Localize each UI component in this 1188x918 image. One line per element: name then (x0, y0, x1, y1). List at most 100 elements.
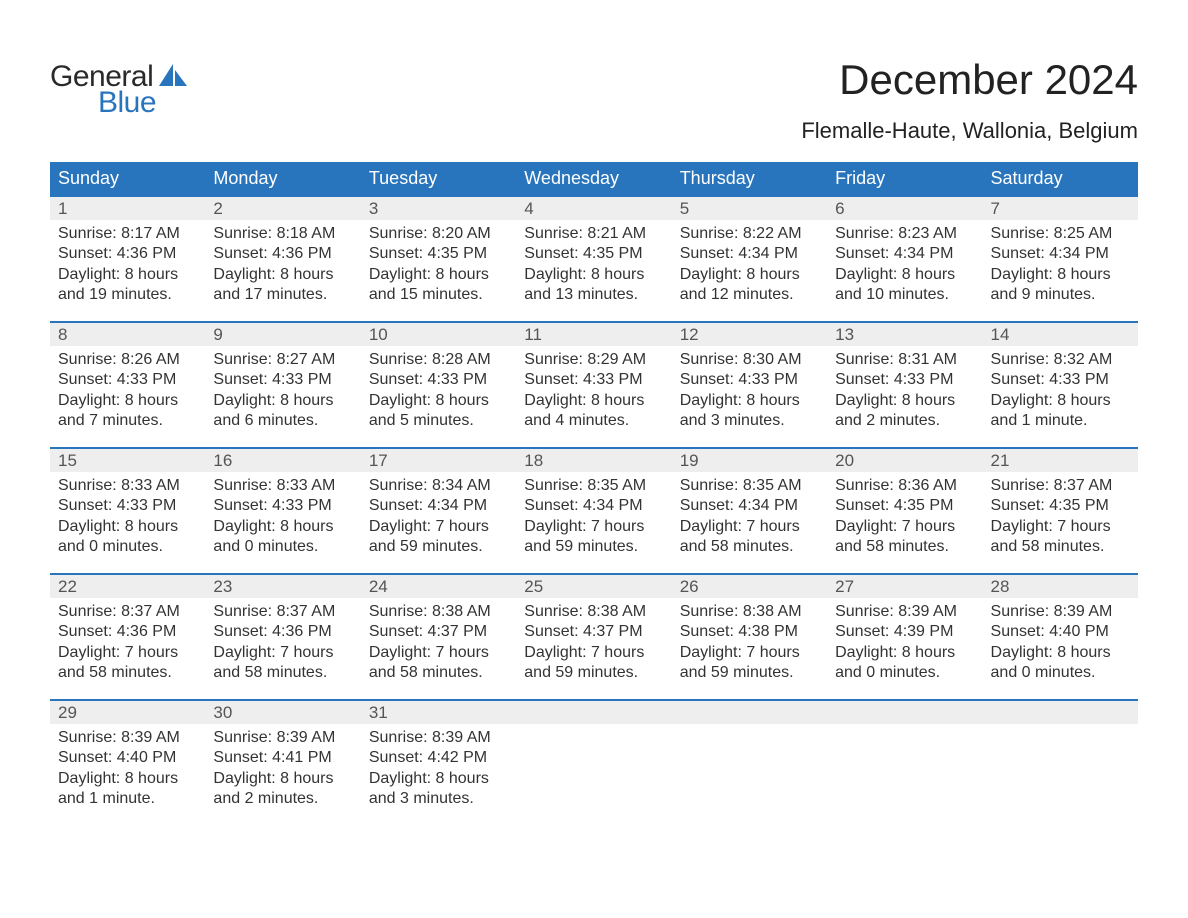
info-dl1: Daylight: 8 hours (680, 265, 821, 285)
date-number: 13 (827, 323, 982, 346)
title-block: December 2024 Flemalle-Haute, Wallonia, … (801, 56, 1138, 154)
info-dl2: and 17 minutes. (213, 285, 354, 305)
calendar-cell: 5Sunrise: 8:22 AMSunset: 4:34 PMDaylight… (672, 197, 827, 321)
day-info: Sunrise: 8:39 AMSunset: 4:40 PMDaylight:… (56, 728, 199, 810)
info-sunset: Sunset: 4:33 PM (991, 370, 1132, 390)
info-sunrise: Sunrise: 8:39 AM (835, 602, 976, 622)
info-sunrise: Sunrise: 8:27 AM (213, 350, 354, 370)
info-dl2: and 1 minute. (991, 411, 1132, 431)
info-dl2: and 59 minutes. (680, 663, 821, 683)
calendar-cell: 8Sunrise: 8:26 AMSunset: 4:33 PMDaylight… (50, 323, 205, 447)
info-sunset: Sunset: 4:34 PM (369, 496, 510, 516)
day-info: Sunrise: 8:33 AMSunset: 4:33 PMDaylight:… (211, 476, 354, 558)
info-sunrise: Sunrise: 8:23 AM (835, 224, 976, 244)
info-sunset: Sunset: 4:38 PM (680, 622, 821, 642)
week-row: 1Sunrise: 8:17 AMSunset: 4:36 PMDaylight… (50, 195, 1138, 321)
info-sunrise: Sunrise: 8:34 AM (369, 476, 510, 496)
info-sunset: Sunset: 4:33 PM (58, 496, 199, 516)
info-dl2: and 2 minutes. (835, 411, 976, 431)
info-dl2: and 1 minute. (58, 789, 199, 809)
day-info: Sunrise: 8:39 AMSunset: 4:42 PMDaylight:… (367, 728, 510, 810)
day-info: Sunrise: 8:36 AMSunset: 4:35 PMDaylight:… (833, 476, 976, 558)
calendar-cell: 9Sunrise: 8:27 AMSunset: 4:33 PMDaylight… (205, 323, 360, 447)
info-sunrise: Sunrise: 8:30 AM (680, 350, 821, 370)
info-dl2: and 2 minutes. (213, 789, 354, 809)
info-dl1: Daylight: 7 hours (680, 517, 821, 537)
info-dl1: Daylight: 8 hours (213, 517, 354, 537)
date-number: 15 (50, 449, 205, 472)
day-info: Sunrise: 8:39 AMSunset: 4:39 PMDaylight:… (833, 602, 976, 684)
date-number: 19 (672, 449, 827, 472)
logo-text-blue: Blue (98, 86, 156, 120)
info-sunrise: Sunrise: 8:38 AM (369, 602, 510, 622)
calendar-cell: 7Sunrise: 8:25 AMSunset: 4:34 PMDaylight… (983, 197, 1138, 321)
info-dl2: and 0 minutes. (835, 663, 976, 683)
info-sunrise: Sunrise: 8:38 AM (524, 602, 665, 622)
info-dl2: and 5 minutes. (369, 411, 510, 431)
info-sunrise: Sunrise: 8:18 AM (213, 224, 354, 244)
day-header-wednesday: Wednesday (516, 162, 671, 195)
info-sunrise: Sunrise: 8:31 AM (835, 350, 976, 370)
info-sunrise: Sunrise: 8:37 AM (58, 602, 199, 622)
date-number: 18 (516, 449, 671, 472)
date-number: 30 (205, 701, 360, 724)
date-number: 16 (205, 449, 360, 472)
info-dl2: and 0 minutes. (991, 663, 1132, 683)
day-header-thursday: Thursday (672, 162, 827, 195)
calendar-cell: 13Sunrise: 8:31 AMSunset: 4:33 PMDayligh… (827, 323, 982, 447)
day-info: Sunrise: 8:39 AMSunset: 4:40 PMDaylight:… (989, 602, 1132, 684)
info-dl1: Daylight: 7 hours (58, 643, 199, 663)
calendar-cell (516, 701, 671, 825)
info-dl1: Daylight: 8 hours (213, 391, 354, 411)
calendar-cell: 22 Sunrise: 8:37 AMSunset: 4:36 PMDayligh… (50, 575, 205, 699)
day-info: Sunrise: 8:38 AMSunset: 4:37 PMDaylight:… (522, 602, 665, 684)
sail-icon (159, 64, 187, 91)
week-row: 8Sunrise: 8:26 AMSunset: 4:33 PMDaylight… (50, 321, 1138, 447)
date-number: 27 (827, 575, 982, 598)
calendar-cell: 14Sunrise: 8:32 AMSunset: 4:33 PMDayligh… (983, 323, 1138, 447)
calendar-cell: 4Sunrise: 8:21 AMSunset: 4:35 PMDaylight… (516, 197, 671, 321)
info-sunrise: Sunrise: 8:21 AM (524, 224, 665, 244)
info-sunrise: Sunrise: 8:37 AM (213, 602, 354, 622)
calendar-cell: 15Sunrise: 8:33 AMSunset: 4:33 PMDayligh… (50, 449, 205, 573)
info-sunset: Sunset: 4:36 PM (58, 622, 199, 642)
location: Flemalle-Haute, Wallonia, Belgium (801, 118, 1138, 144)
info-dl1: Daylight: 7 hours (213, 643, 354, 663)
calendar-cell: 24Sunrise: 8:38 AMSunset: 4:37 PMDayligh… (361, 575, 516, 699)
info-sunset: Sunset: 4:33 PM (835, 370, 976, 390)
info-dl2: and 6 minutes. (213, 411, 354, 431)
calendar-cell (827, 701, 982, 825)
week-row: 15Sunrise: 8:33 AMSunset: 4:33 PMDayligh… (50, 447, 1138, 573)
info-sunrise: Sunrise: 8:37 AM (991, 476, 1132, 496)
date-number-empty (516, 701, 671, 724)
calendar-cell (672, 701, 827, 825)
info-sunrise: Sunrise: 8:28 AM (369, 350, 510, 370)
info-sunrise: Sunrise: 8:25 AM (991, 224, 1132, 244)
info-sunrise: Sunrise: 8:35 AM (524, 476, 665, 496)
date-number: 4 (516, 197, 671, 220)
info-dl1: Daylight: 7 hours (524, 643, 665, 663)
day-info: Sunrise: 8:18 AMSunset: 4:36 PMDaylight:… (211, 224, 354, 306)
info-dl2: and 59 minutes. (369, 537, 510, 557)
info-sunset: Sunset: 4:35 PM (991, 496, 1132, 516)
generalblue-logo: General Blue (50, 56, 187, 120)
info-sunset: Sunset: 4:37 PM (524, 622, 665, 642)
day-info: Sunrise: 8:35 AMSunset: 4:34 PMDaylight:… (522, 476, 665, 558)
calendar-cell: 3Sunrise: 8:20 AMSunset: 4:35 PMDaylight… (361, 197, 516, 321)
info-sunrise: Sunrise: 8:32 AM (991, 350, 1132, 370)
info-dl2: and 3 minutes. (680, 411, 821, 431)
date-number: 21 (983, 449, 1138, 472)
info-sunset: Sunset: 4:33 PM (680, 370, 821, 390)
date-number: 29 (50, 701, 205, 724)
date-number: 22 (50, 575, 205, 598)
info-dl2: and 58 minutes. (369, 663, 510, 683)
info-sunrise: Sunrise: 8:39 AM (213, 728, 354, 748)
info-dl2: and 10 minutes. (835, 285, 976, 305)
day-header-tuesday: Tuesday (361, 162, 516, 195)
day-info: Sunrise: 8:30 AMSunset: 4:33 PMDaylight:… (678, 350, 821, 432)
info-sunset: Sunset: 4:34 PM (524, 496, 665, 516)
info-sunrise: Sunrise: 8:33 AM (58, 476, 199, 496)
day-header-sunday: Sunday (50, 162, 205, 195)
info-dl1: Daylight: 8 hours (58, 391, 199, 411)
info-dl1: Daylight: 8 hours (369, 265, 510, 285)
